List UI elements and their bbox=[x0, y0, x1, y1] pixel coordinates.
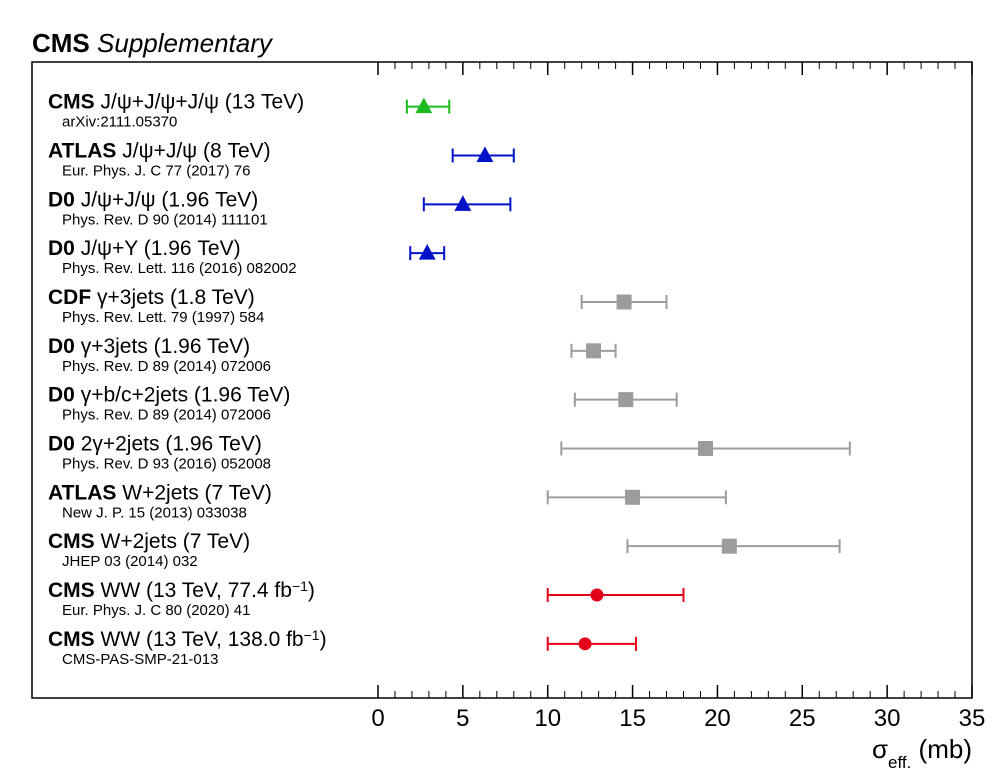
title-bold: CMS bbox=[32, 28, 90, 58]
measurement-label: ATLAS J/ψ+J/ψ (8 TeV) bbox=[48, 139, 271, 162]
measurement-label: CMS WW (13 TeV, 138.0 fb−1) bbox=[48, 627, 327, 651]
marker-circle bbox=[591, 589, 603, 601]
marker-square bbox=[617, 295, 631, 309]
marker-square bbox=[699, 441, 713, 455]
plot-svg: 0 5 10 15 20 25 30 35σeff. (mb) CMS J/ψ+J/ψ+J/ψ … bbox=[0, 0, 996, 772]
measurement-reference: CMS-PAS-SMP-21-013 bbox=[62, 651, 218, 668]
xtick-label: 20 bbox=[704, 705, 731, 732]
xtick-label: 30 bbox=[874, 705, 901, 732]
xtick-label: 0 bbox=[371, 705, 384, 732]
marker-square bbox=[722, 539, 736, 553]
measurement-reference: Phys. Rev. D 90 (2014) 111101 bbox=[62, 211, 268, 228]
measurement-reference: Phys. Rev. D 93 (2016) 052008 bbox=[62, 455, 271, 472]
xtick-label: 5 bbox=[456, 705, 469, 732]
marker-square bbox=[619, 393, 633, 407]
measurement-reference: Phys. Rev. Lett. 79 (1997) 584 bbox=[62, 309, 264, 326]
measurement-label: ATLAS W+2jets (7 TeV) bbox=[48, 481, 272, 504]
x-axis-label: σeff. (mb) bbox=[872, 734, 972, 772]
measurement-label: CMS WW (13 TeV, 77.4 fb−1) bbox=[48, 578, 315, 602]
measurement-reference: Eur. Phys. J. C 77 (2017) 76 bbox=[62, 162, 250, 179]
measurement-label: D0 2γ+2jets (1.96 TeV) bbox=[48, 432, 262, 455]
xtick-label: 35 bbox=[959, 705, 986, 732]
title-italic: Supplementary bbox=[97, 28, 272, 58]
measurement-label: D0 γ+3jets (1.96 TeV) bbox=[48, 335, 250, 358]
measurement-reference: Eur. Phys. J. C 80 (2020) 41 bbox=[62, 602, 250, 619]
measurement-label: D0 γ+b/c+2jets (1.96 TeV) bbox=[48, 384, 290, 407]
marker-square bbox=[587, 344, 601, 358]
chart-container: CMS Supplementary 0 5 10 15 20 25 30 35σeff. (m… bbox=[0, 0, 996, 772]
measurement-reference: JHEP 03 (2014) 032 bbox=[62, 553, 198, 570]
marker-square bbox=[626, 490, 640, 504]
marker-circle bbox=[579, 638, 591, 650]
chart-title: CMS Supplementary bbox=[32, 28, 272, 59]
measurement-reference: New J. P. 15 (2013) 033038 bbox=[62, 504, 247, 521]
measurement-label: CDF γ+3jets (1.8 TeV) bbox=[48, 286, 255, 309]
measurement-label: CMS J/ψ+J/ψ+J/ψ (13 TeV) bbox=[48, 91, 304, 114]
measurement-reference: Phys. Rev. Lett. 116 (2016) 082002 bbox=[62, 260, 297, 277]
xtick-label: 10 bbox=[534, 705, 561, 732]
measurement-label: CMS W+2jets (7 TeV) bbox=[48, 530, 250, 553]
xtick-label: 25 bbox=[789, 705, 816, 732]
measurement-reference: Phys. Rev. D 89 (2014) 072006 bbox=[62, 407, 271, 424]
measurement-label: D0 J/ψ+J/ψ (1.96 TeV) bbox=[48, 188, 258, 211]
measurement-reference: Phys. Rev. D 89 (2014) 072006 bbox=[62, 358, 271, 375]
measurement-reference: arXiv:2111.05370 bbox=[62, 114, 177, 131]
xtick-label: 15 bbox=[619, 705, 646, 732]
measurement-label: D0 J/ψ+Υ (1.96 TeV) bbox=[48, 237, 241, 260]
